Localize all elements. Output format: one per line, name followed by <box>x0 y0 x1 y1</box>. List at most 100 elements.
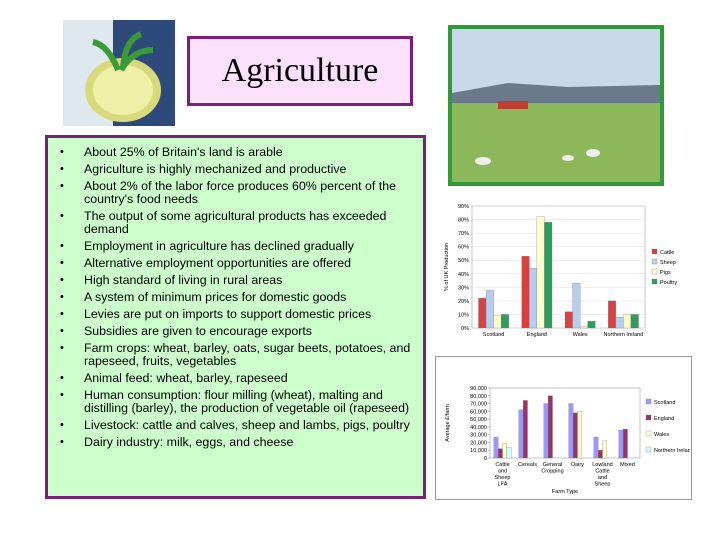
y-tick-label: 10% <box>458 312 469 318</box>
y-tick-label: 40% <box>458 272 469 278</box>
bar <box>493 436 499 459</box>
legend-swatch <box>645 414 652 421</box>
bar <box>501 314 509 329</box>
bar <box>577 411 583 459</box>
y-tick-label: 80% <box>458 218 469 224</box>
bar <box>547 395 553 459</box>
bar <box>597 450 603 459</box>
y-tick-label: 20,000 <box>470 440 487 446</box>
plot-area <box>489 387 641 459</box>
bar <box>543 403 549 459</box>
legend-swatch <box>645 430 652 437</box>
bar <box>568 403 574 459</box>
bullet: Farm crops: wheat, barley, oats, sugar b… <box>60 342 413 368</box>
y-tick-label: 30% <box>458 285 469 291</box>
bullet: High standard of living in rural areas <box>60 274 413 288</box>
bar <box>536 216 545 329</box>
y-tick-label: 50,000 <box>470 417 487 423</box>
bar <box>564 311 573 329</box>
x-tick-label: Scotland <box>483 332 504 338</box>
legend-label: Sheep <box>660 260 676 266</box>
y-tick-label: 30,000 <box>470 433 487 439</box>
bar <box>572 412 578 459</box>
bar <box>485 289 494 329</box>
bar <box>518 409 524 459</box>
y-tick-label: 20% <box>458 299 469 305</box>
plot-area <box>471 205 646 329</box>
bullet-list: About 25% of Britain's land is arable Agr… <box>48 146 413 450</box>
bar <box>521 256 530 329</box>
bullet: Agriculture is highly mechanized and pro… <box>60 163 413 177</box>
y-axis-label: % of UK Production <box>444 243 450 291</box>
y-tick-label: 60,000 <box>470 409 487 415</box>
bar <box>506 446 512 459</box>
bar <box>630 314 639 329</box>
bullet: Human consumption: flour milling (wheat)… <box>60 389 413 415</box>
legend-swatch <box>651 278 658 285</box>
bullet: Levies are put on imports to support dom… <box>60 308 413 322</box>
bar <box>593 436 599 459</box>
x-tick-label: Cereals <box>518 462 537 468</box>
x-tick-label: Lowland Cattle and Sheep <box>592 462 613 488</box>
legend-swatch <box>651 248 658 255</box>
text-box: About 25% of Britain's land is arable Agr… <box>45 135 426 499</box>
bar <box>544 222 553 329</box>
bullet: Animal feed: wheat, barley, rapeseed <box>60 372 413 386</box>
legend-label: Scotland <box>654 400 675 406</box>
bullet: Alternative employment opportunities are… <box>60 257 413 271</box>
x-tick-label: General Cropping <box>541 462 563 475</box>
y-tick-label: 90% <box>458 204 469 210</box>
legend-swatch <box>645 446 652 453</box>
x-tick-label: Mixed <box>620 462 635 468</box>
y-tick-label: 60% <box>458 245 469 251</box>
x-axis-label: Farm Type <box>552 489 578 495</box>
bullet: The output of some agricultural products… <box>60 210 413 236</box>
bar <box>579 326 588 329</box>
bullet: Dairy industry: milk, eggs, and cheese <box>60 436 413 450</box>
bullet: Livestock: cattle and calves, sheep and … <box>60 419 413 433</box>
bar <box>522 400 528 459</box>
legend-label: Cattle <box>660 250 674 256</box>
legend-swatch <box>645 398 652 405</box>
legend-swatch <box>651 258 658 265</box>
bullet: About 25% of Britain's land is arable <box>60 146 413 160</box>
bar <box>602 440 608 459</box>
bar <box>572 283 581 329</box>
legend-label: Poultry <box>660 280 677 286</box>
y-tick-label: 50% <box>458 258 469 264</box>
bar <box>618 429 624 459</box>
bullet: About 2% of the labor force produces 60%… <box>60 180 413 206</box>
bullet: Employment in agriculture has declined g… <box>60 240 413 254</box>
y-tick-label: 0% <box>461 326 469 332</box>
x-tick-label: Northern Ireland <box>604 332 644 338</box>
bar <box>587 321 596 329</box>
bar <box>529 268 538 329</box>
plant-photo <box>63 20 175 126</box>
y-tick-label: 90,000 <box>470 386 487 392</box>
y-tick-label: 10,000 <box>470 448 487 454</box>
bar <box>493 315 502 329</box>
y-tick-label: 80,000 <box>470 394 487 400</box>
chart-frame <box>435 356 692 500</box>
bar <box>497 448 503 459</box>
x-tick-label: Cattle and Sheep LFA <box>495 462 511 488</box>
y-tick-label: 0 <box>484 456 487 462</box>
slide-title: Agriculture <box>187 36 413 106</box>
legend-label: Northern Ireland <box>654 448 690 454</box>
legend-label: Pigs <box>660 270 671 276</box>
legend-label: England <box>654 416 674 422</box>
y-tick-label: 70,000 <box>470 402 487 408</box>
bar <box>478 298 487 329</box>
bullet: Subsidies are given to encourage exports <box>60 325 413 339</box>
chart-production: 0% 10% 20% 30% 40% 50% 60% 70% 80% 90% % of UK Pro… <box>444 204 677 338</box>
bar <box>608 300 616 329</box>
x-tick-label: Wales <box>573 332 588 338</box>
bar <box>615 317 624 329</box>
bar <box>502 443 508 459</box>
bar <box>623 314 632 329</box>
bar <box>622 429 628 459</box>
legend-label: Wales <box>654 432 669 438</box>
y-axis-label: Average £/farm <box>445 404 451 442</box>
